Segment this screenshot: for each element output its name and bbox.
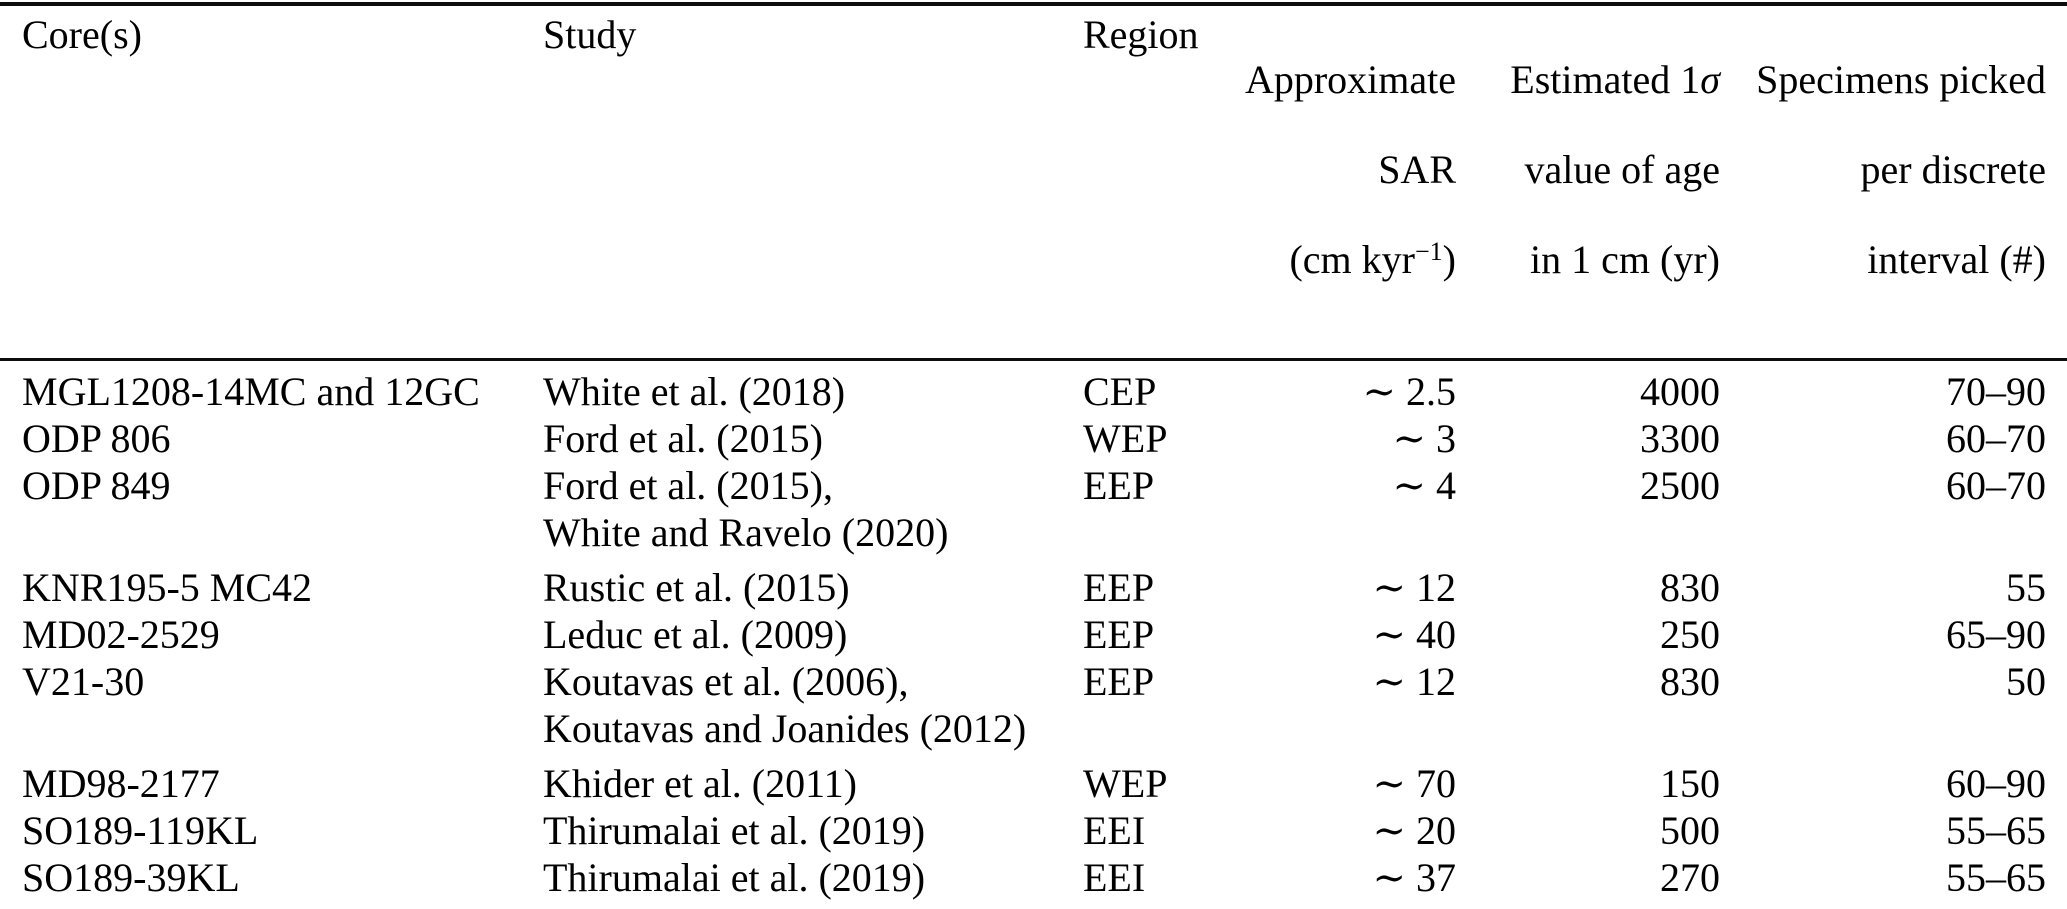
age-cell: 4000: [1640, 369, 1720, 414]
header-age-line1: Estimated 1σ: [1456, 57, 1720, 102]
study-cell: Ford et al. (2015): [543, 416, 823, 461]
specimens-cell: 60–70: [1946, 416, 2046, 461]
header-sar-unit-exponent: −1: [1415, 237, 1443, 266]
study-cell: Koutavas et al. (2006), Koutavas and Joa…: [543, 659, 1027, 751]
sar-cell: ∼ 20: [1372, 808, 1456, 853]
header-study: Study: [543, 12, 637, 57]
header-age-line3: in 1 cm (yr): [1530, 237, 1720, 282]
study-cell: Thirumalai et al. (2019): [543, 808, 926, 853]
specimens-cell: 50: [2006, 659, 2046, 704]
header-sar-line1: Approximate: [1244, 57, 1456, 102]
sar-cell: ∼ 12: [1372, 659, 1456, 704]
region-cell: EEP: [1083, 565, 1155, 610]
specimens-cell: 55–65: [1946, 808, 2046, 853]
core-cell: SO189-119KL: [22, 808, 259, 853]
table-row: SO189-119KL Thirumalai et al. (2019) EEI…: [0, 807, 2067, 854]
age-cell: 3300: [1640, 416, 1720, 461]
specimens-cell: 60–90: [1946, 761, 2046, 806]
table-row: ODP 849 Ford et al. (2015), White and Ra…: [0, 462, 2067, 556]
table-row: SO189-39KL Thirumalai et al. (2019) EEI …: [0, 854, 2067, 901]
age-cell: 830: [1660, 659, 1720, 704]
sar-cell: ∼ 40: [1372, 612, 1456, 657]
core-cell: V21-30: [22, 659, 145, 704]
table-row: ODP 806 Ford et al. (2015) WEP ∼ 3 3300 …: [0, 415, 2067, 462]
specimens-cell: 55: [2006, 565, 2046, 610]
header-sar-line2: SAR: [1378, 147, 1456, 192]
study-cell: Thirumalai et al. (2019): [543, 855, 926, 900]
specimens-cell: 60–70: [1946, 463, 2046, 508]
region-cell: EEP: [1083, 463, 1155, 508]
study-cell: Rustic et al. (2015): [543, 565, 850, 610]
region-cell: EEI: [1083, 901, 1240, 909]
table-row: MD98-2177 Khider et al. (2011) WEP ∼ 70 …: [0, 760, 2067, 807]
region-cell: WEP: [1083, 761, 1168, 806]
core-cell: KNR195-5 MC42: [22, 565, 313, 610]
core-cell: ODP 806: [22, 416, 171, 461]
core-cell: MGL1208-14MC and 12GC: [22, 369, 480, 414]
sar-cell: ∼ 4: [1392, 463, 1456, 508]
header-sar-unit-post: ): [1442, 237, 1456, 282]
core-cell: MD02-2529: [22, 612, 220, 657]
age-cell: 150: [1660, 761, 1720, 806]
header-sar-unit-pre: (cm kyr: [1289, 237, 1415, 282]
header-age-line1-text: Estimated 1: [1510, 57, 1701, 102]
sar-cell: ∼ 70: [1372, 761, 1456, 806]
header-sar-unit: (cm kyr−1): [1240, 237, 1456, 287]
header-core: Core(s): [22, 12, 142, 57]
sar-cell: ∼ 37: [1372, 855, 1456, 900]
region-cell: EEP: [1083, 612, 1155, 657]
sar-cell: ∼ 9: [1240, 901, 1456, 909]
study-cell: Leduc et al. (2009): [543, 612, 848, 657]
region-cell: CEP: [1083, 369, 1157, 414]
study-cell: Ford et al. (2015), White and Ravelo (20…: [543, 463, 949, 555]
header-sar: Approximate SAR (cm kyr−1): [1240, 12, 1456, 332]
table-row: GeoB 10038-4 Thirumalai et al. (2019) EE…: [0, 901, 2067, 909]
core-cell: ODP 849: [22, 463, 171, 508]
study-cell: Thirumalai et al. (2019): [543, 901, 1083, 909]
study-cell: White et al. (2018): [543, 369, 846, 414]
table-row: MD02-2529 Leduc et al. (2009) EEP ∼ 40 2…: [0, 611, 2067, 658]
region-cell: EEI: [1083, 855, 1146, 900]
table-row: KNR195-5 MC42 Rustic et al. (2015) EEP ∼…: [0, 564, 2067, 611]
age-cell: 270: [1660, 855, 1720, 900]
header-age: Estimated 1σ value of age in 1 cm (yr): [1456, 12, 1720, 327]
header-specimens-line1: Specimens picked: [1756, 57, 2046, 102]
sigma-symbol: σ: [1700, 57, 1720, 102]
specimens-cell: 55–65: [1946, 855, 2046, 900]
study-cell: Khider et al. (2011): [543, 761, 857, 806]
region-cell: WEP: [1083, 416, 1168, 461]
header-specimens: Specimens picked per discrete interval (…: [1720, 12, 2046, 327]
core-cell: GeoB 10038-4: [22, 901, 543, 909]
sar-cell: ∼ 3: [1392, 416, 1456, 461]
core-cell: SO189-39KL: [22, 855, 240, 900]
age-cell: 2500: [1640, 463, 1720, 508]
core-cell: MD98-2177: [22, 761, 220, 806]
age-cell: 500: [1660, 808, 1720, 853]
table-header-rule: [0, 358, 2067, 361]
age-cell: 1100: [1456, 901, 1720, 909]
table-row: MGL1208-14MC and 12GC White et al. (2018…: [0, 368, 2067, 415]
age-cell: 250: [1660, 612, 1720, 657]
header-specimens-line3: interval (#): [1867, 237, 2046, 282]
age-cell: 830: [1660, 565, 1720, 610]
header-region: Region: [1083, 12, 1199, 57]
header-specimens-line2: per discrete: [1860, 147, 2046, 192]
specimens-cell: 70–90: [1946, 369, 2046, 414]
sar-cell: ∼ 12: [1372, 565, 1456, 610]
specimens-cell: 55–65: [1720, 901, 2046, 909]
specimens-cell: 65–90: [1946, 612, 2046, 657]
table-body: MGL1208-14MC and 12GC White et al. (2018…: [0, 361, 2067, 909]
region-cell: EEI: [1083, 808, 1146, 853]
table-header-row: Core(s) Study Region Approximate SAR (cm…: [0, 6, 2067, 358]
region-cell: EEP: [1083, 659, 1155, 704]
sar-cell: ∼ 2.5: [1362, 369, 1456, 414]
header-age-line2: value of age: [1524, 147, 1720, 192]
table-row: V21-30 Koutavas et al. (2006), Koutavas …: [0, 658, 2067, 752]
table-top-rule: [0, 2, 2067, 6]
